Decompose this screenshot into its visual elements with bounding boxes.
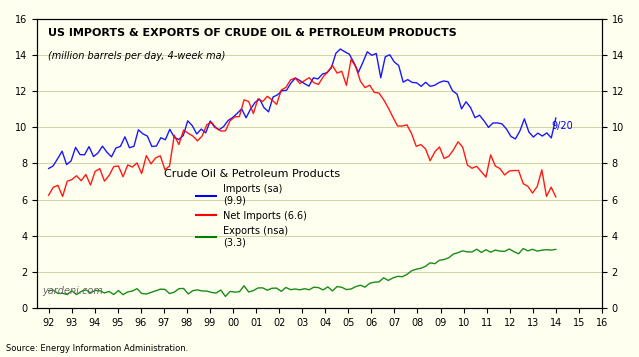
Text: Source: Energy Information Administration.: Source: Energy Information Administratio… [6, 345, 189, 353]
Text: (million barrels per day, 4-week ma): (million barrels per day, 4-week ma) [49, 51, 226, 61]
Text: 9/20: 9/20 [551, 121, 573, 131]
Legend: Imports (sa)
(9.9), Net Imports (6.6), Exports (nsa)
(3.3): Imports (sa) (9.9), Net Imports (6.6), E… [160, 166, 344, 251]
Text: yardeni.com: yardeni.com [43, 286, 104, 296]
Text: US IMPORTS & EXPORTS OF CRUDE OIL & PETROLEUM PRODUCTS: US IMPORTS & EXPORTS OF CRUDE OIL & PETR… [49, 28, 457, 38]
